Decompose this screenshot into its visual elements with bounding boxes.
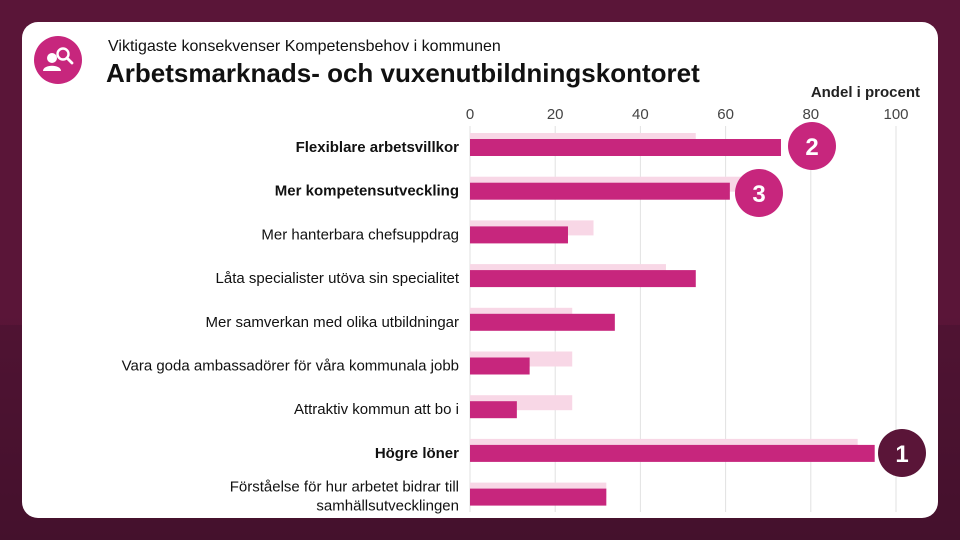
person-search-icon xyxy=(43,47,74,71)
bar-series-2 xyxy=(470,226,568,244)
category-label: Vara goda ambassadörer för våra kommunal… xyxy=(122,358,459,375)
category-label: Förståelse för hur arbetet bidrar till sa… xyxy=(230,479,459,515)
bar-series-2 xyxy=(470,401,517,419)
category-label: Mer kompetensutveckling xyxy=(275,183,459,200)
category-label: Mer hanterbara chefsuppdrag xyxy=(261,226,459,243)
x-tick-label: 60 xyxy=(717,106,734,123)
bar-series-2 xyxy=(470,313,615,331)
bar-series-2 xyxy=(470,182,730,200)
category-label: Högre löner xyxy=(375,445,459,462)
rank-badge xyxy=(788,122,836,170)
bar-series-2 xyxy=(470,444,875,462)
x-tick-label: 20 xyxy=(547,106,564,123)
category-label: Låta specialister utöva sin specialitet xyxy=(216,270,460,287)
axis-label: Andel i procent xyxy=(810,84,920,101)
bar-series-2 xyxy=(470,139,781,156)
rank-badge-label: 1 xyxy=(895,441,908,468)
page-supertitle: Viktigaste konsekvenser Kompetensbehov i… xyxy=(108,38,501,55)
category-label: Flexiblare arbetsvillkor xyxy=(296,139,460,156)
category-label: Attraktiv kommun att bo i xyxy=(294,401,459,418)
rank-badge xyxy=(878,429,926,477)
rank-badge-label: 3 xyxy=(752,181,765,208)
x-tick-label: 40 xyxy=(632,106,649,123)
logo-badge xyxy=(34,36,82,84)
x-tick-label: 100 xyxy=(883,106,908,123)
bar-series-2 xyxy=(470,488,607,506)
x-tick-label: 80 xyxy=(802,106,819,123)
rank-badge xyxy=(735,169,783,217)
bar-series-2 xyxy=(470,270,696,288)
x-tick-label: 0 xyxy=(466,106,474,123)
category-label: Mer samverkan med olika utbildningar xyxy=(206,314,459,331)
bar-series-2 xyxy=(470,357,530,375)
rank-badge-label: 2 xyxy=(805,134,818,161)
page-title: Arbetsmarknads- och vuxenutbildningskont… xyxy=(106,58,700,88)
